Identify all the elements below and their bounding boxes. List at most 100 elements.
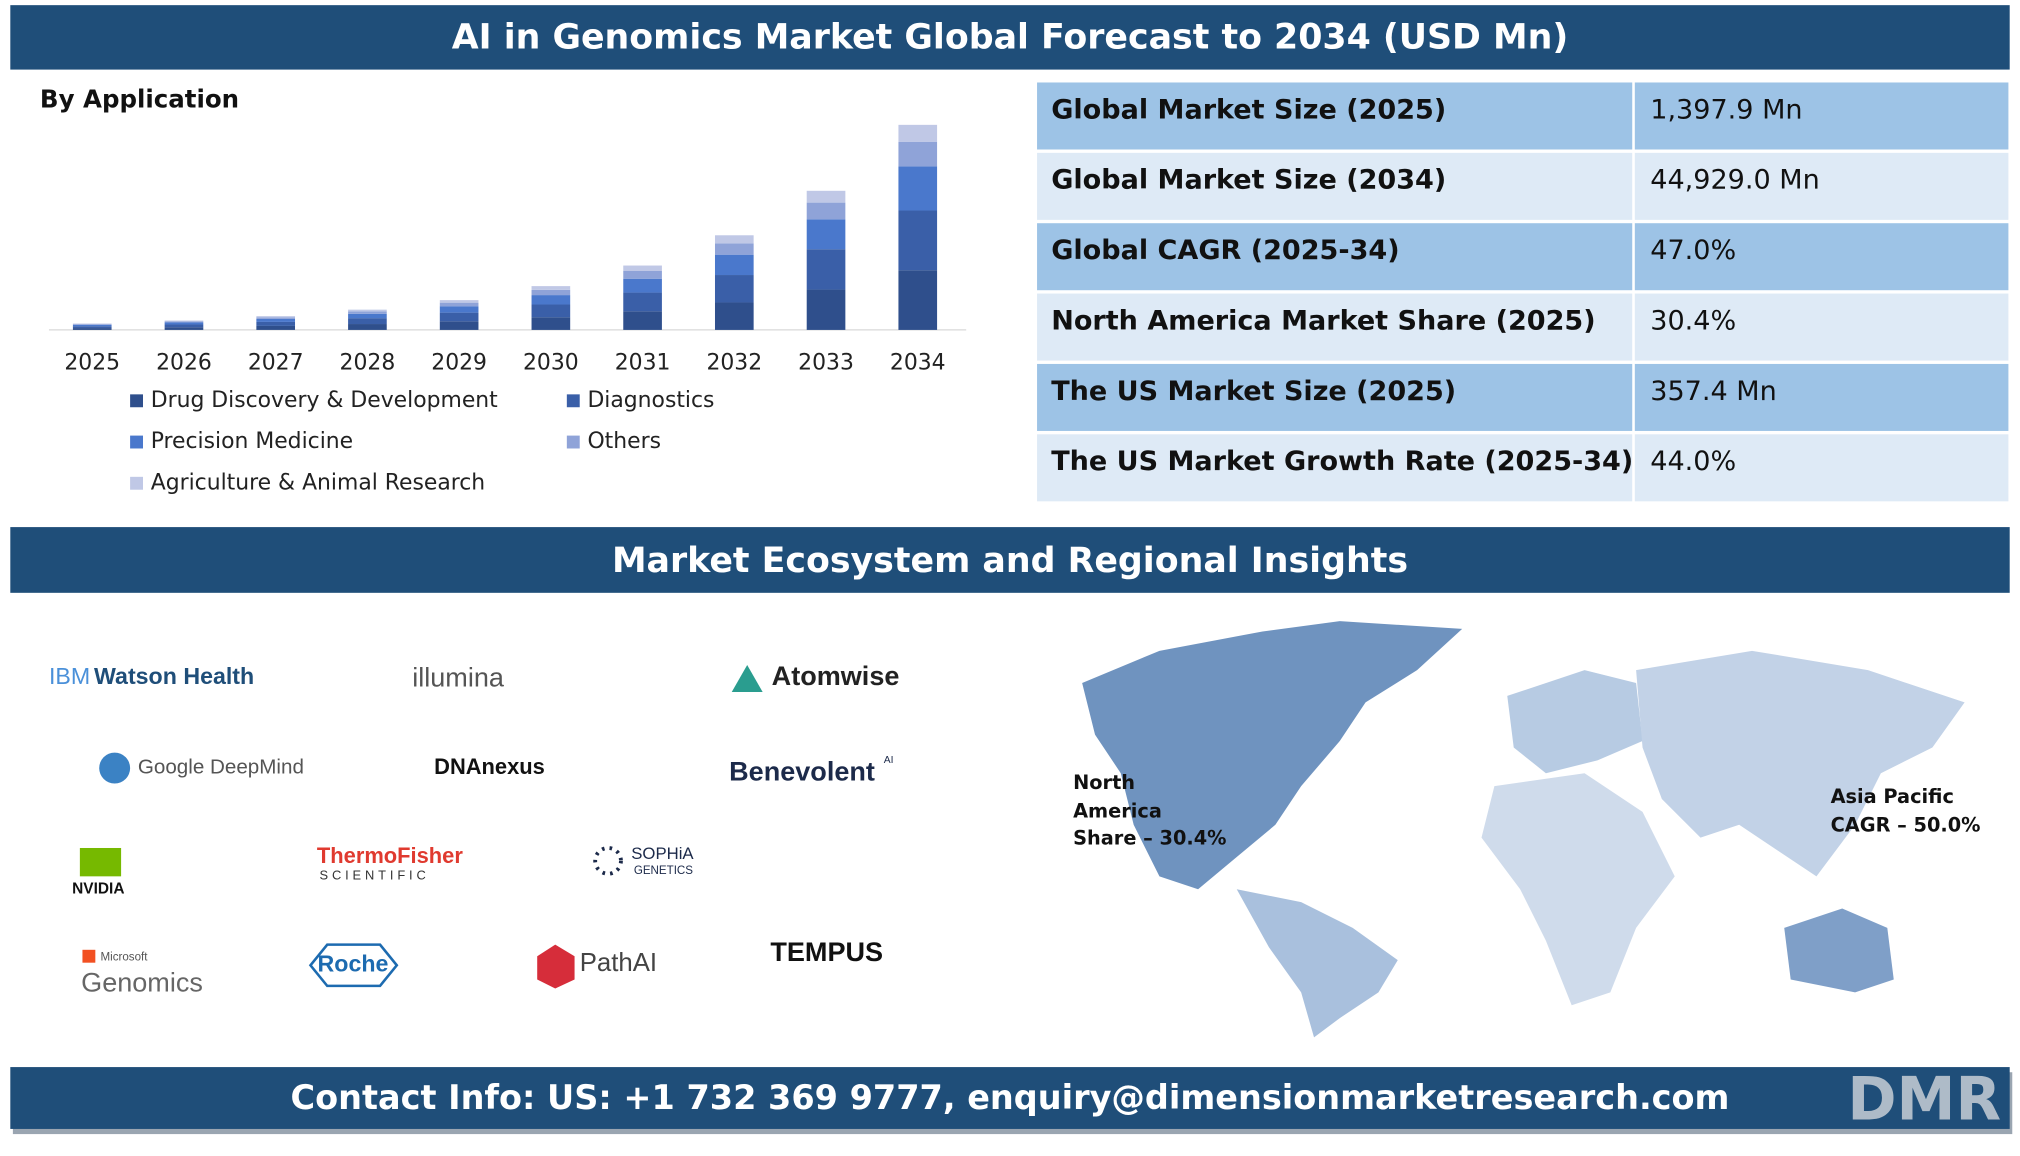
- section-band: [10, 527, 2010, 593]
- bar-segment: [531, 317, 571, 330]
- x-tick-label: 2031: [615, 350, 671, 375]
- bar-segment: [898, 270, 938, 330]
- bar-segment: [714, 243, 754, 255]
- legend-swatch: [566, 435, 580, 449]
- bar-segment: [164, 320, 204, 322]
- bar-segment: [623, 311, 662, 330]
- table-value: 357.4 Mn: [1650, 376, 1776, 407]
- logo: ThermoFisher: [317, 843, 463, 868]
- bar-segment: [164, 321, 204, 323]
- table-value: 44,929.0 Mn: [1650, 165, 1820, 196]
- map-label: CAGR – 50.0%: [1831, 814, 1981, 837]
- logo: TEMPUS: [770, 937, 883, 967]
- logo: PathAI: [580, 949, 657, 977]
- x-tick-label: 2027: [248, 350, 304, 375]
- table-cell: [1634, 152, 2009, 220]
- bar-segment: [623, 271, 662, 279]
- table-value: 1,397.9 Mn: [1650, 94, 1802, 125]
- table-cell: [1634, 293, 2009, 361]
- table-value: 44.0%: [1650, 446, 1736, 477]
- logo-icon: [731, 664, 763, 693]
- bar-segment: [806, 202, 846, 220]
- x-tick-label: 2034: [890, 350, 946, 375]
- x-tick-label: 2028: [340, 350, 396, 375]
- x-tick-label: 2032: [706, 350, 762, 375]
- table-cell: [1037, 293, 1633, 361]
- bar-segment: [531, 304, 571, 318]
- bar-segment: [714, 275, 754, 303]
- chart: 2025 2026 2027 2028 2029 2030 2031 2032 2033 2034…: [64, 124, 946, 495]
- logo: SOPHiA: [631, 844, 694, 863]
- legend-label: Diagnostics: [587, 388, 714, 413]
- bar-segment: [256, 318, 296, 322]
- bar-segment: [623, 278, 662, 293]
- logo-icon: [79, 847, 122, 877]
- logo-icon: [308, 943, 399, 988]
- bar-segment: [72, 328, 112, 330]
- legend-swatch: [130, 476, 143, 490]
- bar-segment: [531, 295, 571, 305]
- logo-icon: [593, 846, 623, 876]
- bar-segment: [256, 316, 296, 318]
- x-tick-label: 2030: [523, 350, 579, 375]
- region-africa: [1481, 773, 1675, 1006]
- table-cell: [1634, 82, 2009, 150]
- table-cell: [1037, 223, 1633, 291]
- bar-segment: [72, 326, 112, 329]
- logo: AI: [884, 755, 894, 766]
- bar-segment: [623, 292, 662, 312]
- x-tick-label: 2026: [156, 350, 212, 375]
- table-cell: [1037, 82, 1633, 150]
- bar-segment: [256, 317, 296, 319]
- bar-segment: [439, 302, 479, 307]
- logo: IBM: [49, 663, 90, 689]
- bar-segment: [531, 289, 571, 296]
- map-label: North: [1073, 771, 1135, 794]
- bar-segment: [164, 322, 204, 325]
- table-cell: [1634, 363, 2009, 431]
- logo: Watson Health: [94, 663, 254, 689]
- bar-segment: [531, 286, 571, 290]
- logo: Microsoft: [100, 952, 148, 964]
- map-label: America: [1073, 799, 1162, 822]
- table-cell: [1037, 434, 1633, 502]
- world-map: North America Share – 30.4% Asia Pacific…: [1073, 621, 1981, 1038]
- contact-info: Contact Info: US: +1 732 369 9777, enqui…: [291, 1078, 1730, 1117]
- legend-swatch: [130, 394, 143, 408]
- bar-segment: [256, 325, 296, 330]
- bar-segment: [72, 323, 112, 325]
- table-label: Global Market Size (2034): [1051, 165, 1446, 196]
- table-label: Global Market Size (2025): [1051, 94, 1446, 125]
- region-oceania: [1784, 908, 1894, 993]
- logo-icon: [537, 944, 575, 989]
- bar-segment: [439, 312, 479, 322]
- table-value: 47.0%: [1650, 235, 1736, 266]
- stats-table: Global Market Size (2025) 1,397.9 Mn Globa…: [1037, 82, 2009, 502]
- footer-band: [10, 1067, 2010, 1129]
- bar-segment: [164, 324, 204, 328]
- table-cell: [1634, 434, 2009, 502]
- bar-segment: [256, 321, 296, 326]
- table-label: The US Market Growth Rate (2025-34): [1051, 446, 1633, 477]
- bar-segment: [72, 324, 112, 327]
- section-title: Market Ecosystem and Regional Insights: [612, 541, 1408, 581]
- bar-segment: [439, 321, 479, 330]
- table-value: 30.4%: [1650, 305, 1736, 336]
- logo: Google DeepMind: [138, 756, 304, 779]
- bar-segment: [623, 265, 662, 272]
- x-tick-label: 2033: [798, 350, 854, 375]
- bar-segment: [898, 210, 938, 271]
- header-band: [10, 5, 2010, 70]
- bar-segment: [348, 311, 387, 314]
- bar-segment: [439, 306, 479, 313]
- footer-logo: DMR: [1847, 1064, 2001, 1133]
- x-tick-label: 2029: [431, 350, 487, 375]
- bar-segment: [164, 327, 204, 330]
- table-cell: [1037, 363, 1633, 431]
- bar-segment: [348, 318, 387, 325]
- legend-label: Precision Medicine: [151, 429, 353, 454]
- bar-segment: [806, 249, 846, 290]
- map-label: Share – 30.4%: [1073, 826, 1226, 849]
- legend-swatch: [130, 435, 143, 449]
